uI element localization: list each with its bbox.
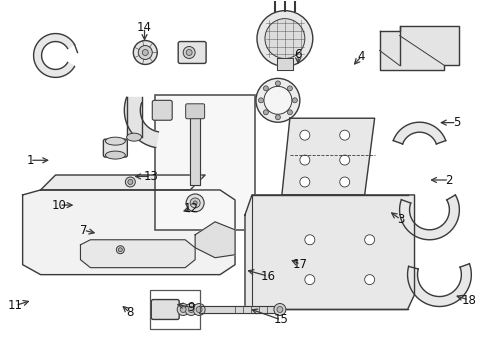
Circle shape	[304, 275, 314, 285]
FancyBboxPatch shape	[151, 300, 179, 319]
Circle shape	[116, 246, 124, 254]
Text: 10: 10	[52, 199, 66, 212]
Text: 5: 5	[452, 116, 459, 129]
Polygon shape	[41, 175, 204, 190]
Text: 6: 6	[294, 48, 301, 61]
Circle shape	[263, 110, 268, 115]
Polygon shape	[392, 122, 445, 144]
Circle shape	[339, 155, 349, 165]
Text: 12: 12	[183, 202, 198, 215]
Circle shape	[125, 177, 135, 187]
Text: 4: 4	[357, 50, 365, 63]
Text: 3: 3	[396, 213, 404, 226]
Circle shape	[264, 19, 304, 58]
Circle shape	[186, 50, 192, 55]
Circle shape	[186, 194, 203, 212]
FancyBboxPatch shape	[103, 139, 127, 157]
Polygon shape	[276, 58, 292, 71]
Circle shape	[127, 180, 133, 184]
Text: 11: 11	[8, 299, 23, 312]
Polygon shape	[244, 195, 414, 310]
Polygon shape	[407, 264, 470, 306]
Circle shape	[364, 275, 374, 285]
Polygon shape	[379, 26, 458, 71]
Bar	[155, 95, 254, 230]
Text: 8: 8	[126, 306, 133, 319]
Circle shape	[304, 235, 314, 245]
Circle shape	[118, 248, 122, 252]
Circle shape	[256, 11, 312, 67]
Polygon shape	[22, 190, 235, 275]
Polygon shape	[34, 33, 74, 77]
Text: 16: 16	[260, 270, 275, 283]
Circle shape	[263, 86, 268, 91]
Circle shape	[183, 46, 195, 58]
Circle shape	[264, 86, 291, 114]
Circle shape	[287, 110, 292, 115]
Circle shape	[287, 86, 292, 91]
Circle shape	[188, 306, 194, 312]
Circle shape	[339, 130, 349, 140]
Polygon shape	[399, 195, 458, 240]
Circle shape	[299, 155, 309, 165]
Circle shape	[255, 78, 299, 122]
Ellipse shape	[190, 112, 200, 118]
Circle shape	[180, 306, 186, 312]
Ellipse shape	[126, 133, 142, 141]
Circle shape	[133, 41, 157, 64]
Circle shape	[142, 50, 148, 55]
Text: 1: 1	[26, 154, 34, 167]
Circle shape	[275, 115, 280, 120]
Circle shape	[339, 177, 349, 187]
Polygon shape	[195, 222, 235, 258]
Text: 14: 14	[137, 21, 152, 34]
Circle shape	[275, 81, 280, 86]
Polygon shape	[126, 97, 142, 137]
Circle shape	[273, 303, 285, 315]
Circle shape	[258, 98, 263, 103]
Circle shape	[177, 303, 189, 315]
Polygon shape	[199, 306, 279, 314]
Circle shape	[299, 177, 309, 187]
Polygon shape	[124, 97, 158, 148]
FancyBboxPatch shape	[178, 41, 205, 63]
Circle shape	[364, 235, 374, 245]
Text: 17: 17	[292, 258, 307, 271]
Circle shape	[276, 306, 283, 312]
Text: 13: 13	[143, 170, 158, 183]
Text: 18: 18	[460, 294, 475, 307]
Text: 9: 9	[187, 301, 194, 314]
Text: 2: 2	[445, 174, 452, 186]
FancyBboxPatch shape	[152, 100, 172, 120]
Bar	[150, 289, 200, 329]
Circle shape	[196, 306, 202, 312]
Circle shape	[138, 45, 152, 59]
Circle shape	[193, 201, 197, 205]
Polygon shape	[281, 118, 374, 195]
Circle shape	[299, 130, 309, 140]
Ellipse shape	[105, 151, 125, 159]
Circle shape	[190, 198, 200, 208]
FancyBboxPatch shape	[185, 104, 204, 119]
Circle shape	[292, 98, 297, 103]
Polygon shape	[190, 115, 200, 185]
Text: 7: 7	[80, 224, 87, 237]
Ellipse shape	[105, 137, 125, 145]
Text: 15: 15	[273, 313, 288, 327]
Circle shape	[193, 303, 204, 315]
Polygon shape	[81, 240, 195, 268]
Circle shape	[185, 303, 197, 315]
